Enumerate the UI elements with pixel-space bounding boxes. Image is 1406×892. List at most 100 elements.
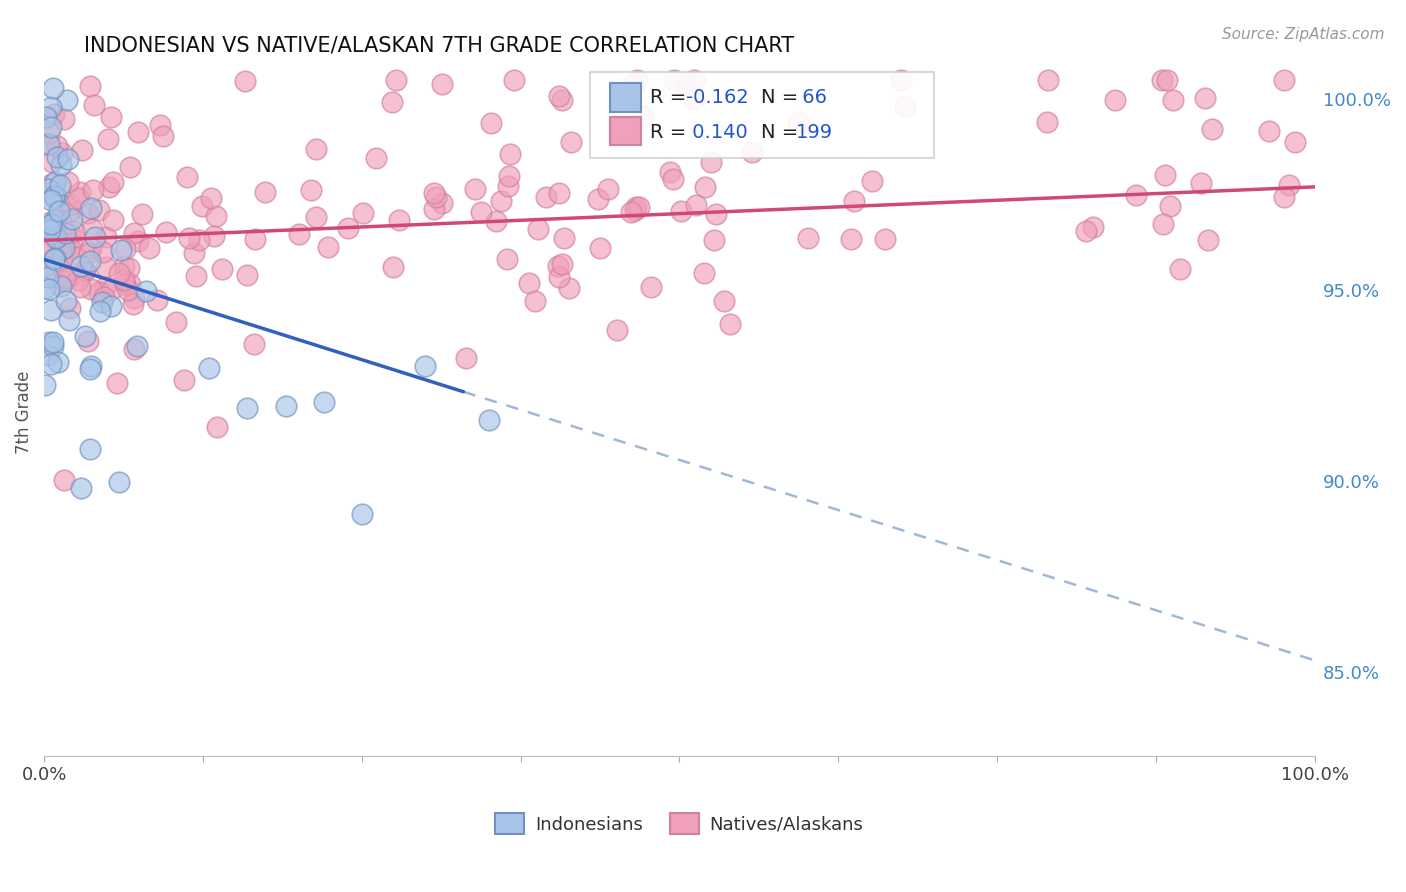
Text: 199: 199 (796, 123, 834, 142)
Point (58, 313, 80, 327)
Text: -0.162: -0.162 (686, 88, 748, 107)
Point (152, 129, 174, 144)
Point (56, 235, 79, 249)
Point (112, 273, 135, 287)
Point (703, 233, 725, 247)
Point (673, 78, 696, 92)
Point (1038, 73, 1060, 87)
Point (550, 93, 572, 107)
Point (547, 186, 569, 200)
Point (52, 241, 75, 255)
Point (534, 189, 557, 203)
Point (105, 376, 128, 390)
Point (205, 419, 228, 434)
Point (122, 297, 145, 311)
Point (606, 323, 628, 337)
Point (37, 136, 59, 151)
Point (422, 186, 444, 200)
Point (49, 178, 72, 193)
Point (42, 227, 65, 242)
Point (200, 191, 222, 205)
Point (97, 180, 120, 194)
Point (41, 243, 63, 257)
Point (39, 357, 62, 371)
Point (45, 231, 67, 245)
Point (114, 277, 136, 291)
Point (191, 199, 214, 213)
Point (44, 107, 66, 121)
Point (58, 205, 80, 219)
Point (34, 259, 56, 273)
Point (243, 232, 266, 246)
Point (659, 165, 682, 179)
Point (49, 243, 72, 257)
Point (44, 189, 66, 203)
Point (73, 263, 96, 277)
Point (1074, 224, 1097, 238)
Point (430, 77, 453, 91)
Point (96, 260, 118, 274)
Point (1272, 73, 1295, 87)
Point (39, 177, 62, 191)
Point (51, 214, 73, 228)
Text: N =: N = (761, 123, 804, 142)
Point (138, 241, 160, 255)
Point (318, 240, 340, 254)
Legend: Indonesians, Natives/Alaskans: Indonesians, Natives/Alaskans (488, 806, 870, 841)
Point (37, 182, 59, 196)
Point (84, 230, 107, 244)
Point (454, 351, 477, 365)
Point (479, 116, 502, 130)
Point (337, 221, 360, 235)
Point (704, 207, 727, 221)
Point (1189, 176, 1212, 190)
Point (413, 359, 436, 373)
Point (526, 222, 548, 236)
Point (79, 78, 101, 93)
Point (623, 78, 645, 92)
Point (108, 475, 131, 489)
Point (547, 259, 569, 273)
Point (385, 73, 408, 87)
Point (1201, 121, 1223, 136)
Point (45, 190, 67, 204)
Point (82, 222, 104, 236)
Point (524, 294, 547, 309)
Point (1083, 220, 1105, 235)
Point (640, 280, 662, 294)
Point (53, 271, 76, 285)
Point (274, 399, 297, 413)
Point (631, 110, 654, 124)
Point (39, 120, 62, 134)
Point (233, 74, 256, 88)
Point (59, 227, 82, 241)
Point (79, 442, 101, 456)
Point (53, 226, 76, 240)
Point (103, 213, 125, 227)
Point (183, 246, 205, 260)
Point (58, 271, 80, 285)
Point (894, 99, 917, 113)
Point (243, 336, 266, 351)
Point (517, 276, 540, 290)
Point (51, 249, 73, 263)
Point (56, 152, 79, 166)
Point (110, 243, 132, 257)
Point (1284, 135, 1306, 149)
Point (305, 142, 328, 156)
Point (56, 175, 79, 189)
Point (46, 150, 69, 164)
Point (93, 290, 115, 304)
Point (77, 334, 100, 348)
Point (73, 329, 96, 343)
Point (425, 190, 447, 204)
Point (70, 143, 93, 157)
Point (69, 280, 91, 294)
Point (97, 132, 120, 146)
Point (80, 359, 103, 373)
Point (496, 178, 519, 193)
Point (1161, 94, 1184, 108)
Point (89, 303, 111, 318)
Point (44, 213, 66, 227)
Point (38, 215, 60, 229)
